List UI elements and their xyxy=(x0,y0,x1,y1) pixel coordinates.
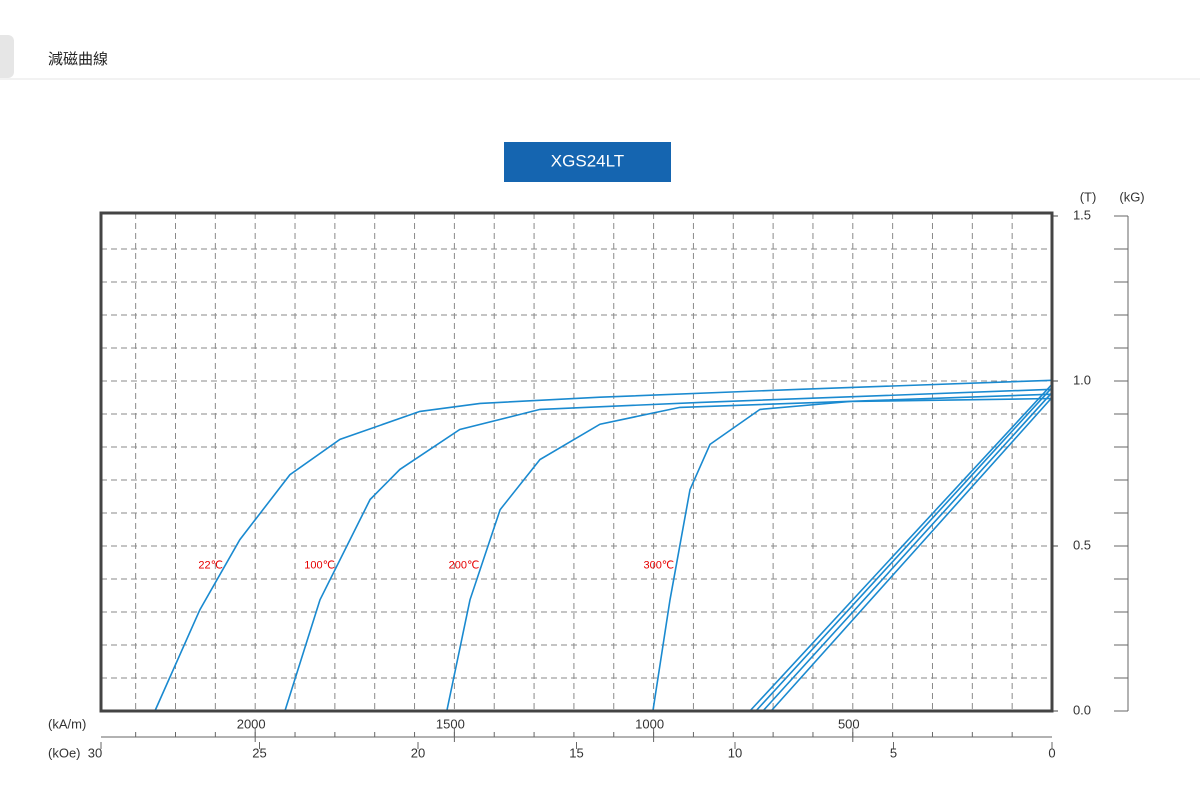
x2-tick-label: 2000 xyxy=(237,716,266,731)
y-tick-label: 1.5 xyxy=(1073,207,1091,222)
header-title: 減磁曲線 xyxy=(48,51,108,68)
plot-frame xyxy=(99,211,1054,713)
x-tick-label: 15 xyxy=(569,745,583,760)
chart-title: XGS24LT xyxy=(551,151,624,170)
normal-curve xyxy=(770,396,1053,712)
x2-unit: (kA/m) xyxy=(48,716,86,731)
x-tick-label: 30 xyxy=(88,745,102,760)
curve-label: 100℃ xyxy=(304,560,335,572)
y-unit: (T) xyxy=(1080,189,1097,204)
x2-tick-label: 500 xyxy=(838,716,860,731)
y2-unit: (kG) xyxy=(1119,189,1144,204)
x2-tick-label: 1000 xyxy=(635,716,664,731)
curves: 22℃ 100℃ 200℃ 300℃ xyxy=(154,379,1053,712)
y-tick-label: 1.0 xyxy=(1073,372,1091,387)
x-unit: (kOe) xyxy=(48,745,81,760)
header-tab xyxy=(0,35,14,78)
intrinsic-curve xyxy=(446,393,1053,712)
x-tick-label: 10 xyxy=(728,745,742,760)
x-tick-label: 5 xyxy=(890,745,897,760)
intrinsic-curve xyxy=(652,397,1053,712)
y-tick-label: 0.0 xyxy=(1073,702,1091,717)
intrinsic-curve xyxy=(284,388,1053,712)
curve-label: 200℃ xyxy=(449,560,480,572)
curve-label: 22℃ xyxy=(198,560,223,572)
title-box xyxy=(504,142,671,182)
axes: 0.0 0.5 1.0 1.5 2000 1500 1000 500 30 25 20 15 10 5 0 xyxy=(88,207,1129,760)
normal-curve xyxy=(755,387,1053,712)
x2-tick-label: 1500 xyxy=(436,716,465,731)
y-tick-label: 0.5 xyxy=(1073,537,1091,552)
normal-curve xyxy=(749,383,1053,712)
x-tick-label: 20 xyxy=(411,745,425,760)
x-tick-label: 0 xyxy=(1048,745,1055,760)
grid xyxy=(101,213,1052,711)
x-tick-label: 25 xyxy=(252,745,266,760)
normal-curve xyxy=(762,392,1053,712)
curve-label: 300℃ xyxy=(643,560,674,572)
intrinsic-curve xyxy=(154,379,1053,712)
